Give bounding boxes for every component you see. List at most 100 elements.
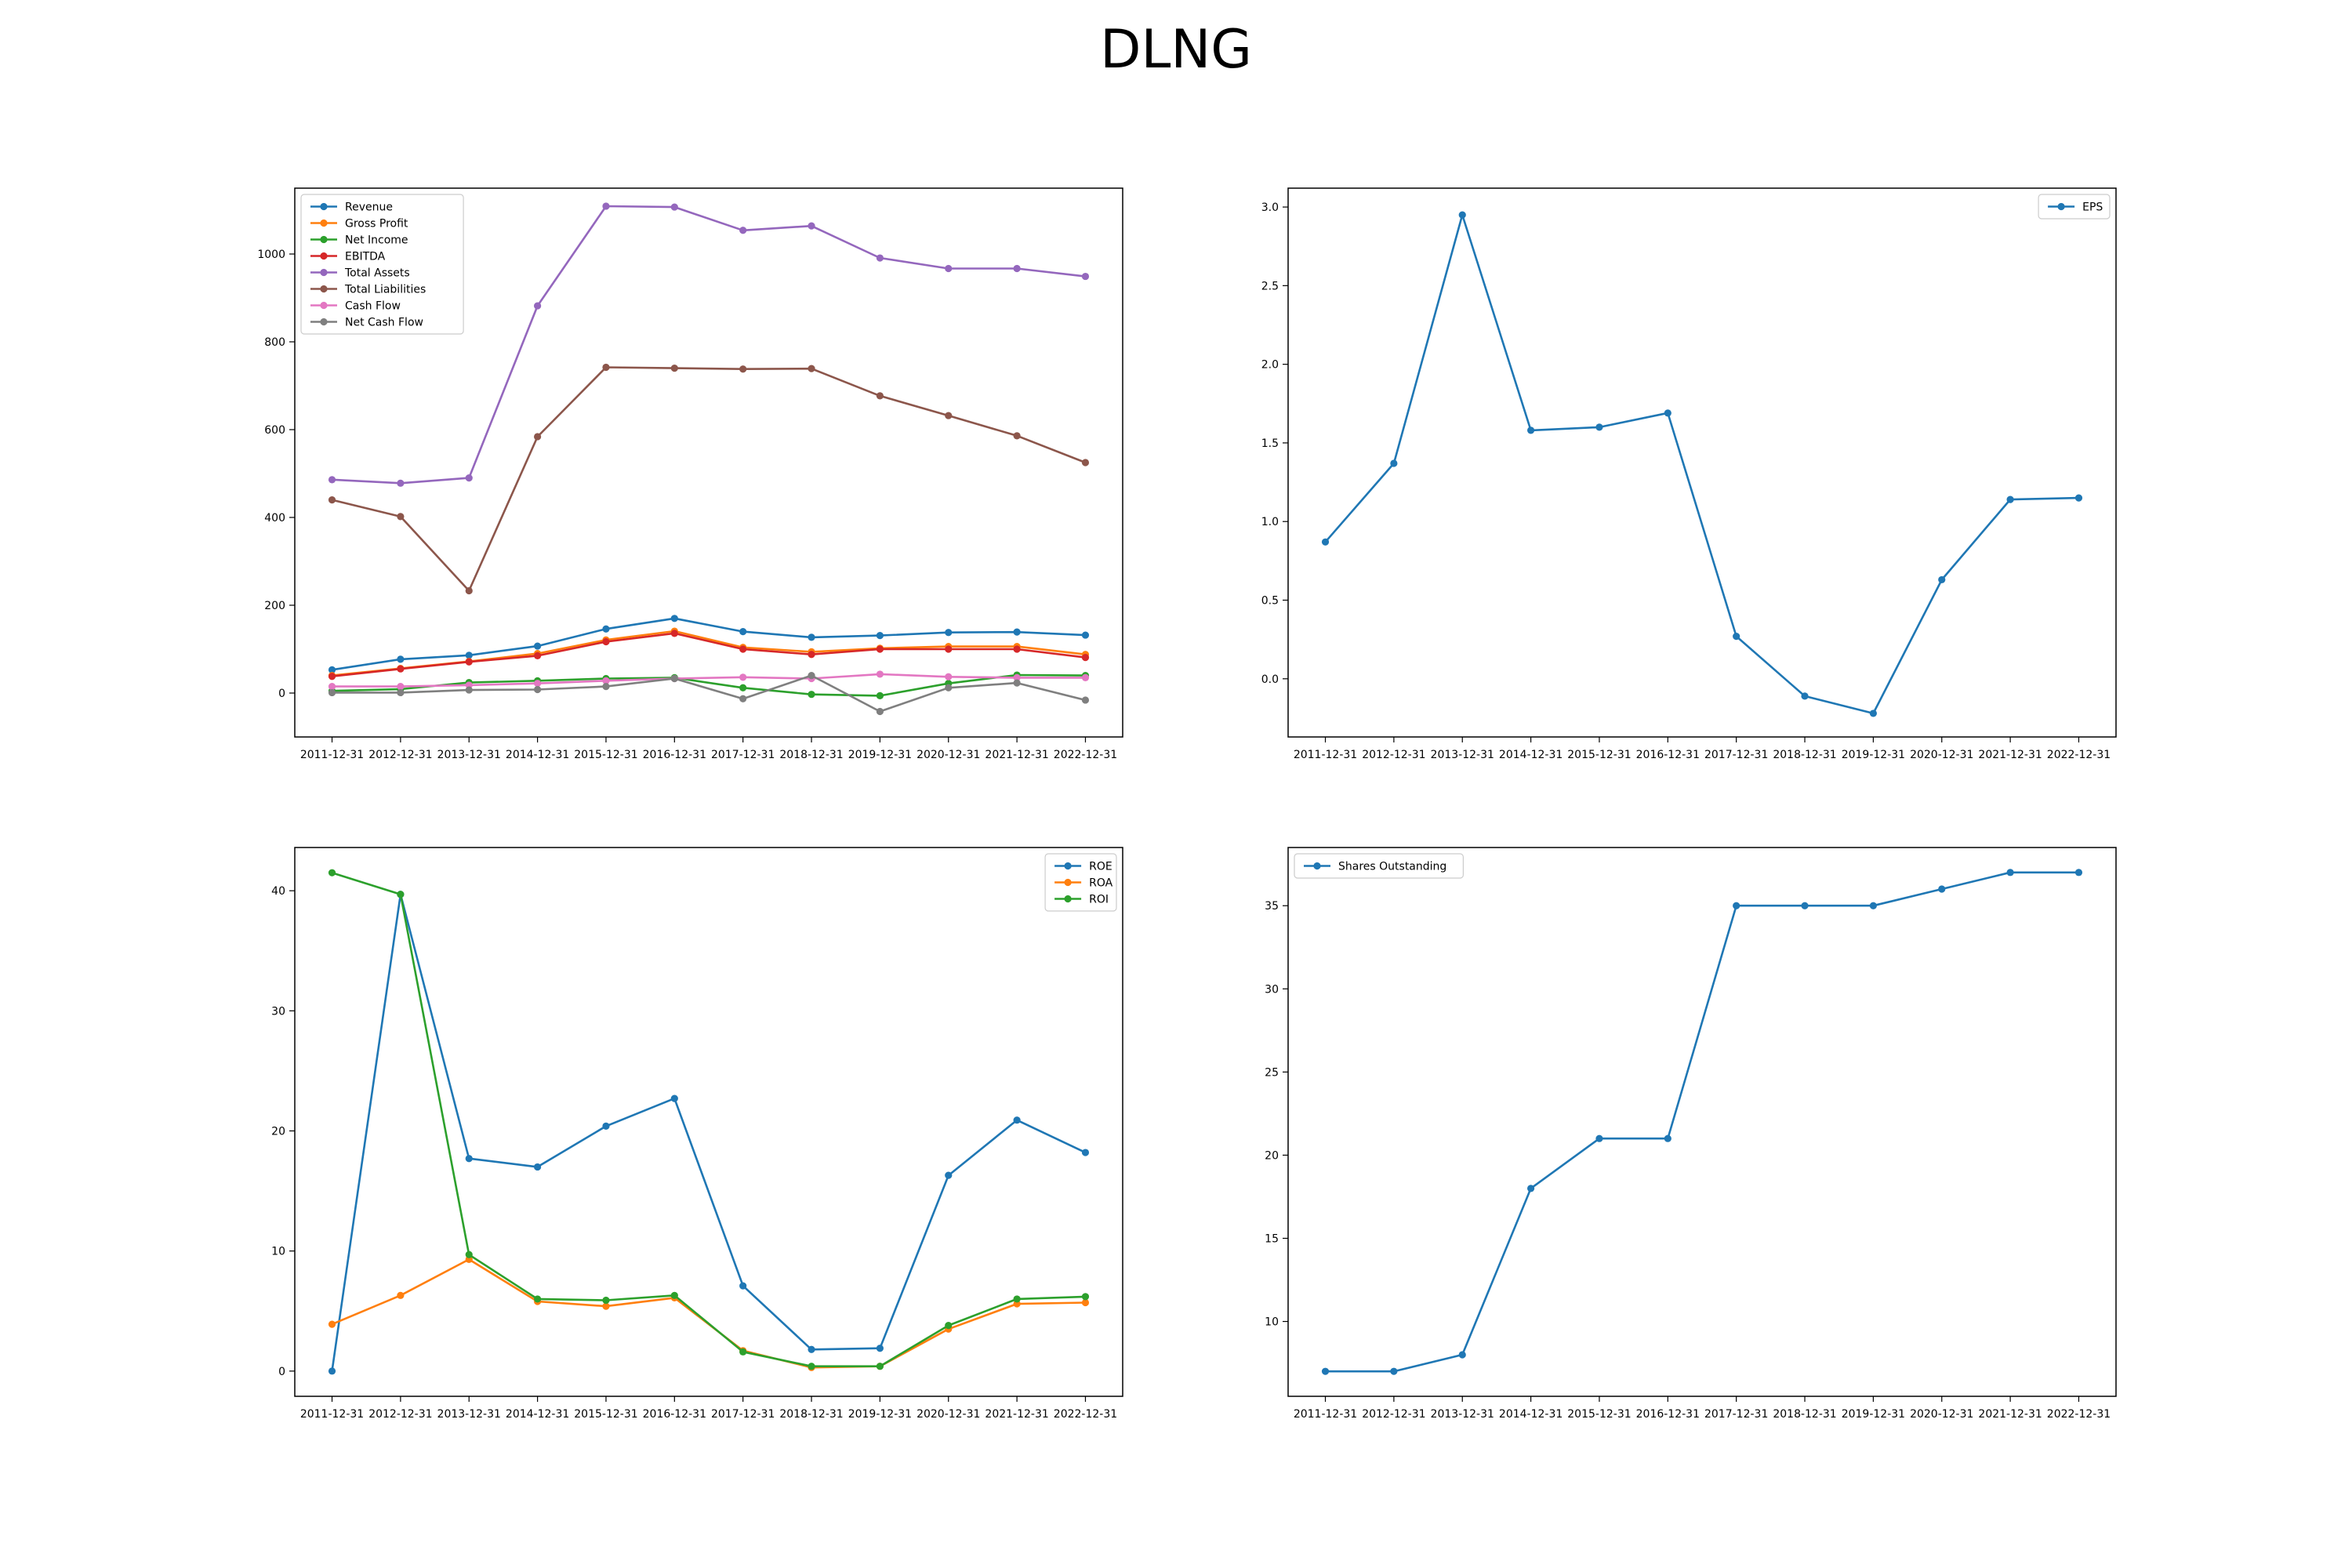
series-roa — [328, 1255, 1090, 1371]
x-tick-label: 2017-12-31 — [711, 749, 775, 761]
x-tick-label: 2020-12-31 — [1910, 749, 1973, 761]
x-tick-label: 2019-12-31 — [848, 749, 912, 761]
data-point — [397, 1291, 405, 1299]
x-tick-label: 2015-12-31 — [1567, 749, 1631, 761]
axes-frame — [294, 187, 1123, 738]
data-point — [602, 1122, 610, 1130]
data-point — [945, 684, 953, 691]
data-point — [1733, 902, 1740, 909]
legend-marker — [1064, 878, 1072, 887]
legend-marker — [320, 268, 328, 277]
data-point — [602, 683, 610, 691]
data-point — [602, 677, 610, 684]
x-tick-label: 2021-12-31 — [1978, 1408, 2042, 1421]
data-point — [602, 637, 610, 646]
x-tick-label: 2013-12-31 — [437, 1408, 501, 1421]
legend: ROE ROA ROI — [1044, 853, 1117, 912]
series-line — [332, 630, 1086, 677]
data-point — [602, 363, 610, 372]
data-point — [1081, 1149, 1090, 1156]
data-point — [1081, 654, 1090, 662]
x-tick-label: 2012-12-31 — [1362, 1408, 1425, 1421]
data-point — [1664, 1134, 1671, 1142]
x-tick-label: 2015-12-31 — [574, 749, 637, 761]
data-point — [534, 685, 542, 694]
data-point — [2006, 495, 2014, 503]
x-tick-label: 2011-12-31 — [1294, 749, 1357, 761]
data-point — [1013, 264, 1021, 273]
series-net-cash-flow — [328, 672, 1090, 716]
data-point — [808, 222, 815, 230]
legend-marker — [1064, 862, 1072, 870]
x-tick-label: 2013-12-31 — [437, 749, 501, 761]
data-point — [1869, 710, 1877, 717]
data-point — [465, 1155, 473, 1163]
x-tick-label: 2013-12-31 — [1431, 749, 1494, 761]
data-point — [328, 869, 336, 877]
data-point — [328, 476, 336, 484]
x-tick-label: 2016-12-31 — [1636, 749, 1700, 761]
x-tick-label: 2022-12-31 — [1054, 1408, 1117, 1421]
x-tick-label: 2012-12-31 — [368, 749, 432, 761]
x-tick-label: 2021-12-31 — [1978, 749, 2042, 761]
x-tick-label: 2020-12-31 — [916, 1408, 980, 1421]
legend-box — [1294, 853, 1464, 879]
data-point — [465, 474, 473, 482]
x-tick-label: 2011-12-31 — [300, 749, 364, 761]
data-point — [739, 645, 747, 653]
data-point — [670, 1291, 678, 1299]
y-tick-label: 200 — [264, 600, 285, 612]
x-tick-label: 2011-12-31 — [300, 1408, 364, 1421]
figure-title: DLNG — [1100, 19, 1252, 81]
x-tick-label: 2019-12-31 — [1842, 1408, 1905, 1421]
data-point — [328, 666, 336, 673]
data-point — [1013, 1116, 1021, 1124]
series-roe — [328, 891, 1090, 1375]
series-gross-profit — [328, 627, 1090, 680]
data-point — [670, 630, 678, 637]
data-point — [1013, 628, 1021, 636]
data-point — [1013, 645, 1021, 653]
data-point — [739, 1282, 747, 1290]
series-line — [332, 871, 1086, 1367]
legend-marker — [320, 301, 328, 310]
data-point — [534, 642, 542, 650]
data-point — [808, 365, 815, 372]
data-point — [945, 412, 953, 419]
data-point — [670, 615, 678, 622]
x-tick-label: 2014-12-31 — [1499, 1408, 1563, 1421]
y-tick-label: 30 — [1265, 983, 1279, 996]
chart-3: 0 10 20 30 40 2011-12-31 2012-12-31 2013-12-31 2… — [271, 847, 1123, 1421]
legend-marker — [320, 285, 328, 293]
legend-label: ROE — [1089, 861, 1112, 873]
y-tick-label: 2.5 — [1261, 280, 1279, 292]
data-point — [534, 1163, 542, 1171]
legend-marker — [320, 318, 328, 326]
data-point — [670, 365, 678, 372]
data-point — [1321, 538, 1330, 546]
data-point — [808, 1345, 815, 1353]
data-point — [2074, 494, 2083, 502]
data-point — [945, 1171, 953, 1179]
data-point — [945, 645, 953, 653]
data-point — [670, 674, 678, 683]
data-point — [876, 1363, 884, 1370]
legend-marker — [2057, 202, 2065, 211]
data-point — [397, 891, 405, 898]
data-point — [534, 680, 542, 688]
y-tick-label: 1.5 — [1261, 437, 1279, 450]
data-point — [1801, 692, 1809, 700]
x-tick-label: 2015-12-31 — [1567, 1408, 1631, 1421]
data-point — [876, 392, 884, 400]
chart-4: 10 15 20 25 30 35 2011-12-31 2012-12-31 2013-12-… — [1265, 847, 2117, 1421]
y-tick-label: 3.0 — [1261, 201, 1279, 214]
x-tick-label: 2019-12-31 — [1842, 749, 1905, 761]
y-tick-label: 1000 — [257, 249, 285, 261]
chart-2: 0.0 0.5 1.0 1.5 2.0 2.5 3.0 2011-12-31 2012-12-3… — [1261, 187, 2117, 761]
series-line — [332, 617, 1086, 671]
legend-label: EPS — [2082, 201, 2103, 214]
series-line — [332, 674, 1086, 713]
x-tick-label: 2020-12-31 — [1910, 1408, 1973, 1421]
legend-label: ROA — [1089, 877, 1113, 890]
series-eps — [1321, 211, 2083, 717]
